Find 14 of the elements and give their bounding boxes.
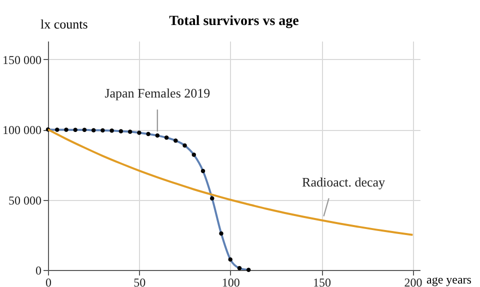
y-tick-label: 0 — [36, 264, 42, 278]
y-tick-label: 150 000 — [2, 52, 42, 67]
x-tick-label: 50 — [134, 276, 146, 287]
chart-title: Total survivors vs age — [169, 14, 299, 29]
x-tick-label: 200 — [404, 276, 422, 287]
x-tick-label: 100 — [222, 276, 240, 287]
x-tick-label: 0 — [46, 276, 52, 287]
y-axis-title: lx counts — [40, 16, 88, 32]
x-axis-title: age years — [426, 272, 472, 286]
y-tick-label: 50 000 — [8, 193, 42, 208]
text: Japan Females 2019 — [104, 86, 210, 101]
x-tick-label: 150 — [313, 276, 332, 287]
text: Radioact. decay — [302, 174, 386, 190]
y-tick-label: 100 000 — [2, 123, 42, 138]
